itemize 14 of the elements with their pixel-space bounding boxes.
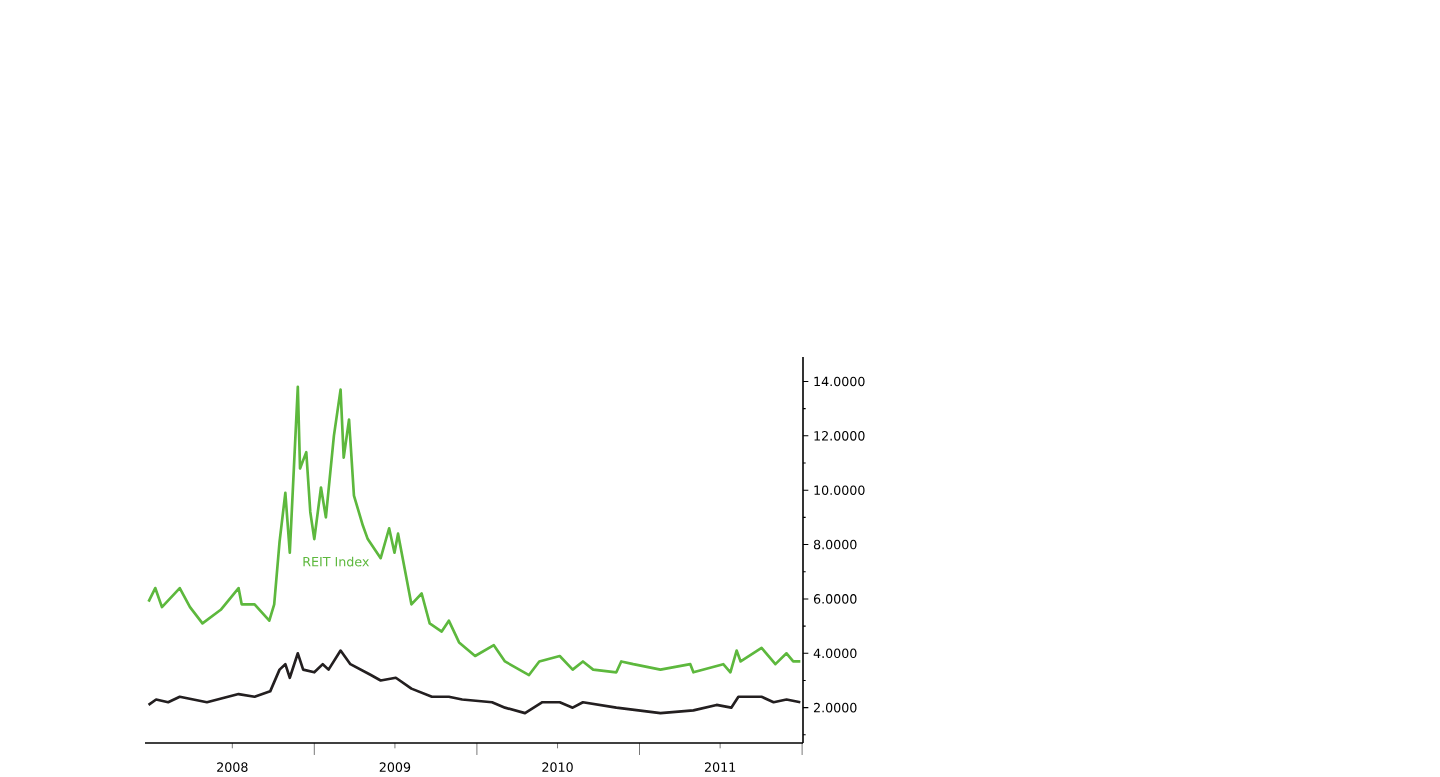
x-tick-label: 2010 — [542, 762, 573, 772]
y-tick-label: 12.0000 — [814, 431, 865, 441]
y-tick-label: 6.0000 — [813, 594, 857, 604]
y-tick-label: 14.0000 — [814, 376, 865, 387]
x-tick-label: 2009 — [379, 762, 411, 772]
x-tick-label: 2011 — [704, 762, 736, 772]
y-tick-label: 10.0000 — [814, 485, 865, 495]
x-tick-label: 2008 — [217, 762, 248, 772]
y-tick-label: 4.0000 — [813, 648, 857, 659]
line-series — [147, 385, 802, 677]
line-series — [147, 649, 802, 715]
y-tick-label: 8.0000 — [813, 539, 857, 550]
y-tick-label: 2.0000 — [813, 702, 857, 713]
series-label: REIT Index — [303, 556, 370, 567]
